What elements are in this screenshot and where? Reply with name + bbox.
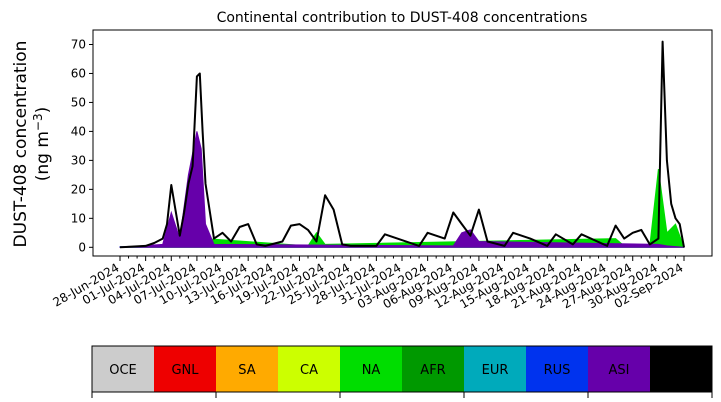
legend-swatch: [154, 346, 216, 392]
legend-swatch: [278, 346, 340, 392]
y-axis-unit: (ng m−3): [31, 107, 53, 182]
legend-label: SA: [238, 363, 255, 378]
legend-label: EUR: [482, 363, 509, 378]
y-tick-label: 70: [71, 37, 86, 51]
y-tick-label: 30: [71, 153, 86, 167]
legend-label: AFR: [420, 363, 445, 378]
y-tick-label: 10: [71, 211, 86, 225]
legend-swatch: [650, 346, 712, 392]
legend-label: NA: [362, 363, 381, 378]
legend-swatch: [402, 346, 464, 392]
legend-swatch: [216, 346, 278, 392]
legend-swatch: [464, 346, 526, 392]
legend-label: GNL: [171, 363, 199, 378]
y-tick-label: 0: [78, 240, 86, 254]
plot-area: 01020304050607028-Jun-202401-Jul-202404-…: [51, 29, 713, 311]
chart-title: Continental contribution to DUST-408 con…: [217, 10, 588, 26]
legend-label: CA: [300, 363, 318, 378]
y-tick-label: 60: [71, 66, 86, 80]
legend-swatch: [526, 346, 588, 392]
y-axis-label: DUST-408 concentration: [11, 41, 31, 248]
legend-swatch: [92, 346, 154, 392]
legend: OCE GNL SA CA NA AFR EUR RUS ASI AUS: [91, 345, 713, 398]
legend-label: AUS: [668, 363, 695, 378]
legend-label: ASI: [609, 363, 630, 378]
y-tick-label: 20: [71, 182, 86, 196]
series-aus-line: [119, 40, 685, 249]
y-tick-label: 40: [71, 124, 86, 138]
legend-swatch: [340, 346, 402, 392]
legend-swatch: [588, 346, 650, 392]
series-asi-area: [119, 131, 685, 248]
legend-frame: [91, 345, 713, 393]
legend-label: OCE: [109, 363, 137, 378]
legend-label: RUS: [544, 363, 571, 378]
y-tick-label: 50: [71, 95, 86, 109]
